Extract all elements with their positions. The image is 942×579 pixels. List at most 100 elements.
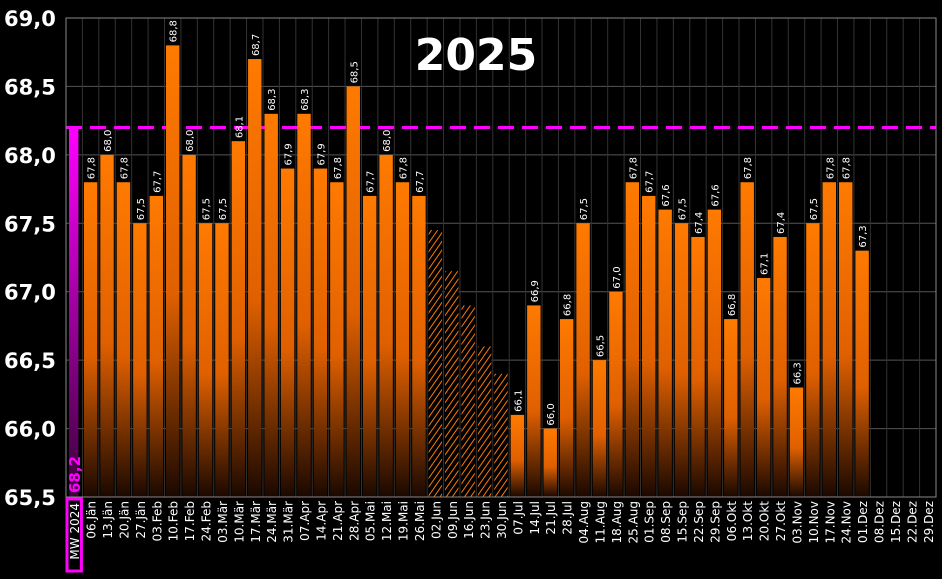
x-tick-label: 17.Feb: [183, 501, 197, 541]
x-tick-label: 14.Jul: [528, 501, 542, 535]
bar-value-label: 67,7: [645, 171, 656, 193]
bar-value-label: 66,8: [563, 294, 574, 316]
bar-value-label: 67,4: [694, 212, 705, 234]
bar: [576, 223, 590, 498]
x-tick-label: 10.Feb: [167, 501, 181, 541]
bar-value-label: 68,0: [382, 130, 393, 152]
x-tick-label: 30.Jun: [495, 501, 509, 539]
bar-value-label: 66,1: [513, 390, 524, 412]
bar: [527, 305, 541, 497]
bar-value-label: 67,5: [136, 198, 147, 220]
x-tick-label: 20.Jän: [117, 501, 131, 539]
bar-value-label: 67,0: [612, 266, 623, 288]
hatched-bar: [445, 271, 459, 497]
bar-value-label: 68,7: [251, 34, 262, 56]
x-tick-label: 27.Okt: [774, 501, 788, 541]
bar: [198, 223, 213, 498]
y-tick-label: 66,5: [4, 349, 56, 373]
bar: [839, 182, 853, 497]
bar: [658, 209, 672, 497]
x-tick-label: 22.Sep: [692, 501, 706, 543]
bar: [395, 182, 410, 497]
x-tick-label: 24.Nov: [840, 501, 854, 544]
bar-value-label: 68,0: [185, 130, 196, 152]
reference-value-label: 68,2: [66, 456, 84, 493]
y-tick-label: 67,5: [4, 212, 56, 236]
bar-value-label: 67,8: [825, 157, 836, 179]
x-tick-label: 15.Sep: [676, 501, 690, 543]
x-tick-label: 12.Mai: [380, 501, 394, 541]
bar-value-label: 67,5: [678, 198, 689, 220]
bar-value-label: 67,9: [284, 143, 295, 165]
x-tick-label: 19.Mai: [397, 501, 411, 541]
bar: [740, 182, 754, 497]
grid-lines: [65, 17, 937, 498]
x-tick-label: 06.Okt: [725, 501, 739, 541]
x-tick-label: 20.Okt: [758, 501, 772, 541]
bar: [822, 182, 837, 497]
x-tick-label: 21.Jul: [544, 501, 558, 535]
bar-value-label: 67,8: [842, 157, 853, 179]
bar-value-label: 67,7: [152, 171, 163, 193]
y-tick-label: 69,0: [4, 7, 56, 31]
bar: [313, 168, 328, 498]
plot-frame: [65, 17, 937, 498]
bar-value-label: 67,1: [760, 253, 771, 275]
x-tick-label: 06.Jän: [85, 501, 99, 539]
bar-value-label: 66,9: [530, 280, 541, 302]
bar: [248, 59, 262, 498]
bar: [642, 195, 656, 497]
x-tick-label: 03.Mär: [216, 501, 230, 543]
bar-value-label: 67,5: [218, 198, 229, 220]
bar: [346, 86, 360, 497]
bar: [674, 223, 689, 498]
bar: [609, 291, 623, 497]
reference-bar: [69, 127, 79, 497]
bar-value-label: 67,9: [316, 143, 327, 165]
hatched-bar: [494, 373, 508, 497]
bar-value-label: 67,5: [579, 198, 590, 220]
bar: [100, 154, 114, 497]
bar: [559, 319, 574, 497]
bar: [330, 182, 344, 497]
y-tick-label: 68,5: [4, 75, 56, 99]
y-tick-label: 66,0: [4, 418, 56, 442]
x-tick-label: 10.Mär: [232, 501, 246, 543]
bar-value-label: 67,8: [119, 157, 130, 179]
x-tick-label: 28.Jul: [561, 501, 575, 535]
x-tick-label: 03.Feb: [150, 501, 164, 541]
bar-value-label: 68,5: [349, 61, 360, 83]
y-tick-label: 68,0: [4, 144, 56, 168]
x-tick-label: 28.Apr: [347, 501, 361, 541]
x-tick-label: 21.Apr: [331, 501, 345, 541]
bar: [116, 182, 131, 497]
bar: [149, 195, 163, 497]
x-tick-label: 31.Mär: [282, 501, 296, 543]
bar: [855, 250, 869, 497]
bar: [724, 319, 738, 497]
bar-value-label: 68,0: [103, 130, 114, 152]
bar: [379, 154, 393, 497]
bar-value-label: 67,4: [776, 212, 787, 234]
hatched-bar: [461, 305, 475, 497]
bar-value-label: 68,3: [267, 89, 278, 111]
chart-title: 2025: [415, 30, 537, 81]
value-labels: 68,2 67,8 68,0 67,8 67,5 67,7 68,8 68,0 67,5 67,5…: [66, 20, 869, 493]
bar: [133, 223, 147, 498]
bars: [66, 45, 936, 498]
bar-value-label: 66,5: [595, 335, 606, 357]
bar-value-label: 67,8: [333, 157, 344, 179]
reference-category-box: [65, 497, 83, 573]
bar: [625, 182, 640, 497]
bar-value-label: 67,7: [415, 171, 426, 193]
x-tick-label: 29.Sep: [708, 501, 722, 543]
hatched-bar: [477, 346, 492, 497]
bar: [412, 195, 426, 497]
y-tick-label: 67,0: [4, 281, 56, 305]
x-tick-label: 25.Aug: [626, 501, 640, 544]
x-tick-label: 09.Jun: [446, 501, 460, 539]
x-tick-label: 22.Dez: [905, 501, 919, 543]
x-tick-label: 13.Okt: [741, 501, 755, 541]
bar: [691, 236, 705, 497]
bar: [510, 414, 525, 497]
